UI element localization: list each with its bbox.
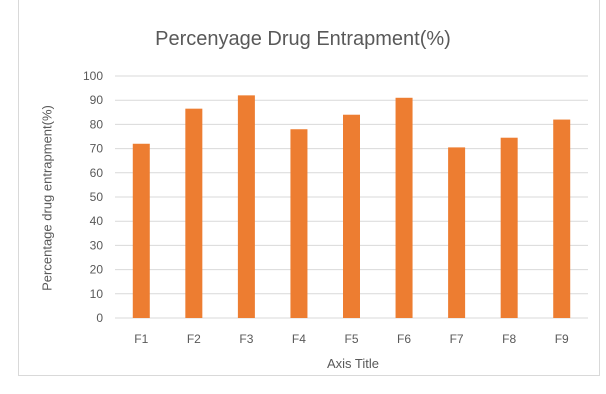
x-tick-labels: F1 F2 F3 F4 F5 F6 F7 F8 F9 bbox=[134, 332, 569, 346]
x-tick-label: F8 bbox=[502, 332, 516, 346]
bars bbox=[132, 95, 571, 318]
bar-f1 bbox=[132, 143, 150, 318]
chart-title: Percenyage Drug Entrapment(%) bbox=[155, 28, 451, 50]
y-tick-label: 30 bbox=[90, 238, 104, 252]
y-tick-label: 70 bbox=[90, 142, 104, 156]
bar-f8 bbox=[500, 137, 518, 318]
x-axis-label: Axis Title bbox=[326, 356, 379, 371]
bar-f5 bbox=[343, 114, 360, 318]
bar-f6 bbox=[395, 97, 413, 318]
y-tick-labels: 0 10 20 30 40 50 60 70 80 90 100 bbox=[83, 69, 103, 325]
bar-f7 bbox=[448, 147, 466, 318]
x-tick-label: F1 bbox=[134, 332, 148, 346]
y-tick-label: 40 bbox=[90, 214, 104, 228]
y-tick-label: 10 bbox=[90, 287, 104, 301]
x-tick-label: F9 bbox=[555, 332, 569, 346]
y-tick-label: 80 bbox=[90, 117, 104, 131]
y-tick-label: 60 bbox=[90, 166, 104, 180]
bar-f3 bbox=[237, 95, 255, 318]
x-tick-label: F3 bbox=[239, 332, 253, 346]
x-tick-label: F2 bbox=[187, 332, 201, 346]
x-tick-label: F7 bbox=[450, 332, 464, 346]
y-tick-label: 50 bbox=[90, 190, 104, 204]
bar-f4 bbox=[290, 129, 308, 318]
y-tick-label: 100 bbox=[83, 69, 103, 83]
y-tick-label: 0 bbox=[96, 311, 103, 325]
y-tick-label: 20 bbox=[90, 263, 104, 277]
bar-f9 bbox=[553, 119, 571, 318]
x-tick-label: F5 bbox=[344, 332, 358, 346]
x-tick-label: F6 bbox=[397, 332, 411, 346]
y-tick-label: 90 bbox=[90, 93, 104, 107]
x-tick-label: F4 bbox=[292, 332, 306, 346]
bar-f2 bbox=[185, 108, 203, 318]
